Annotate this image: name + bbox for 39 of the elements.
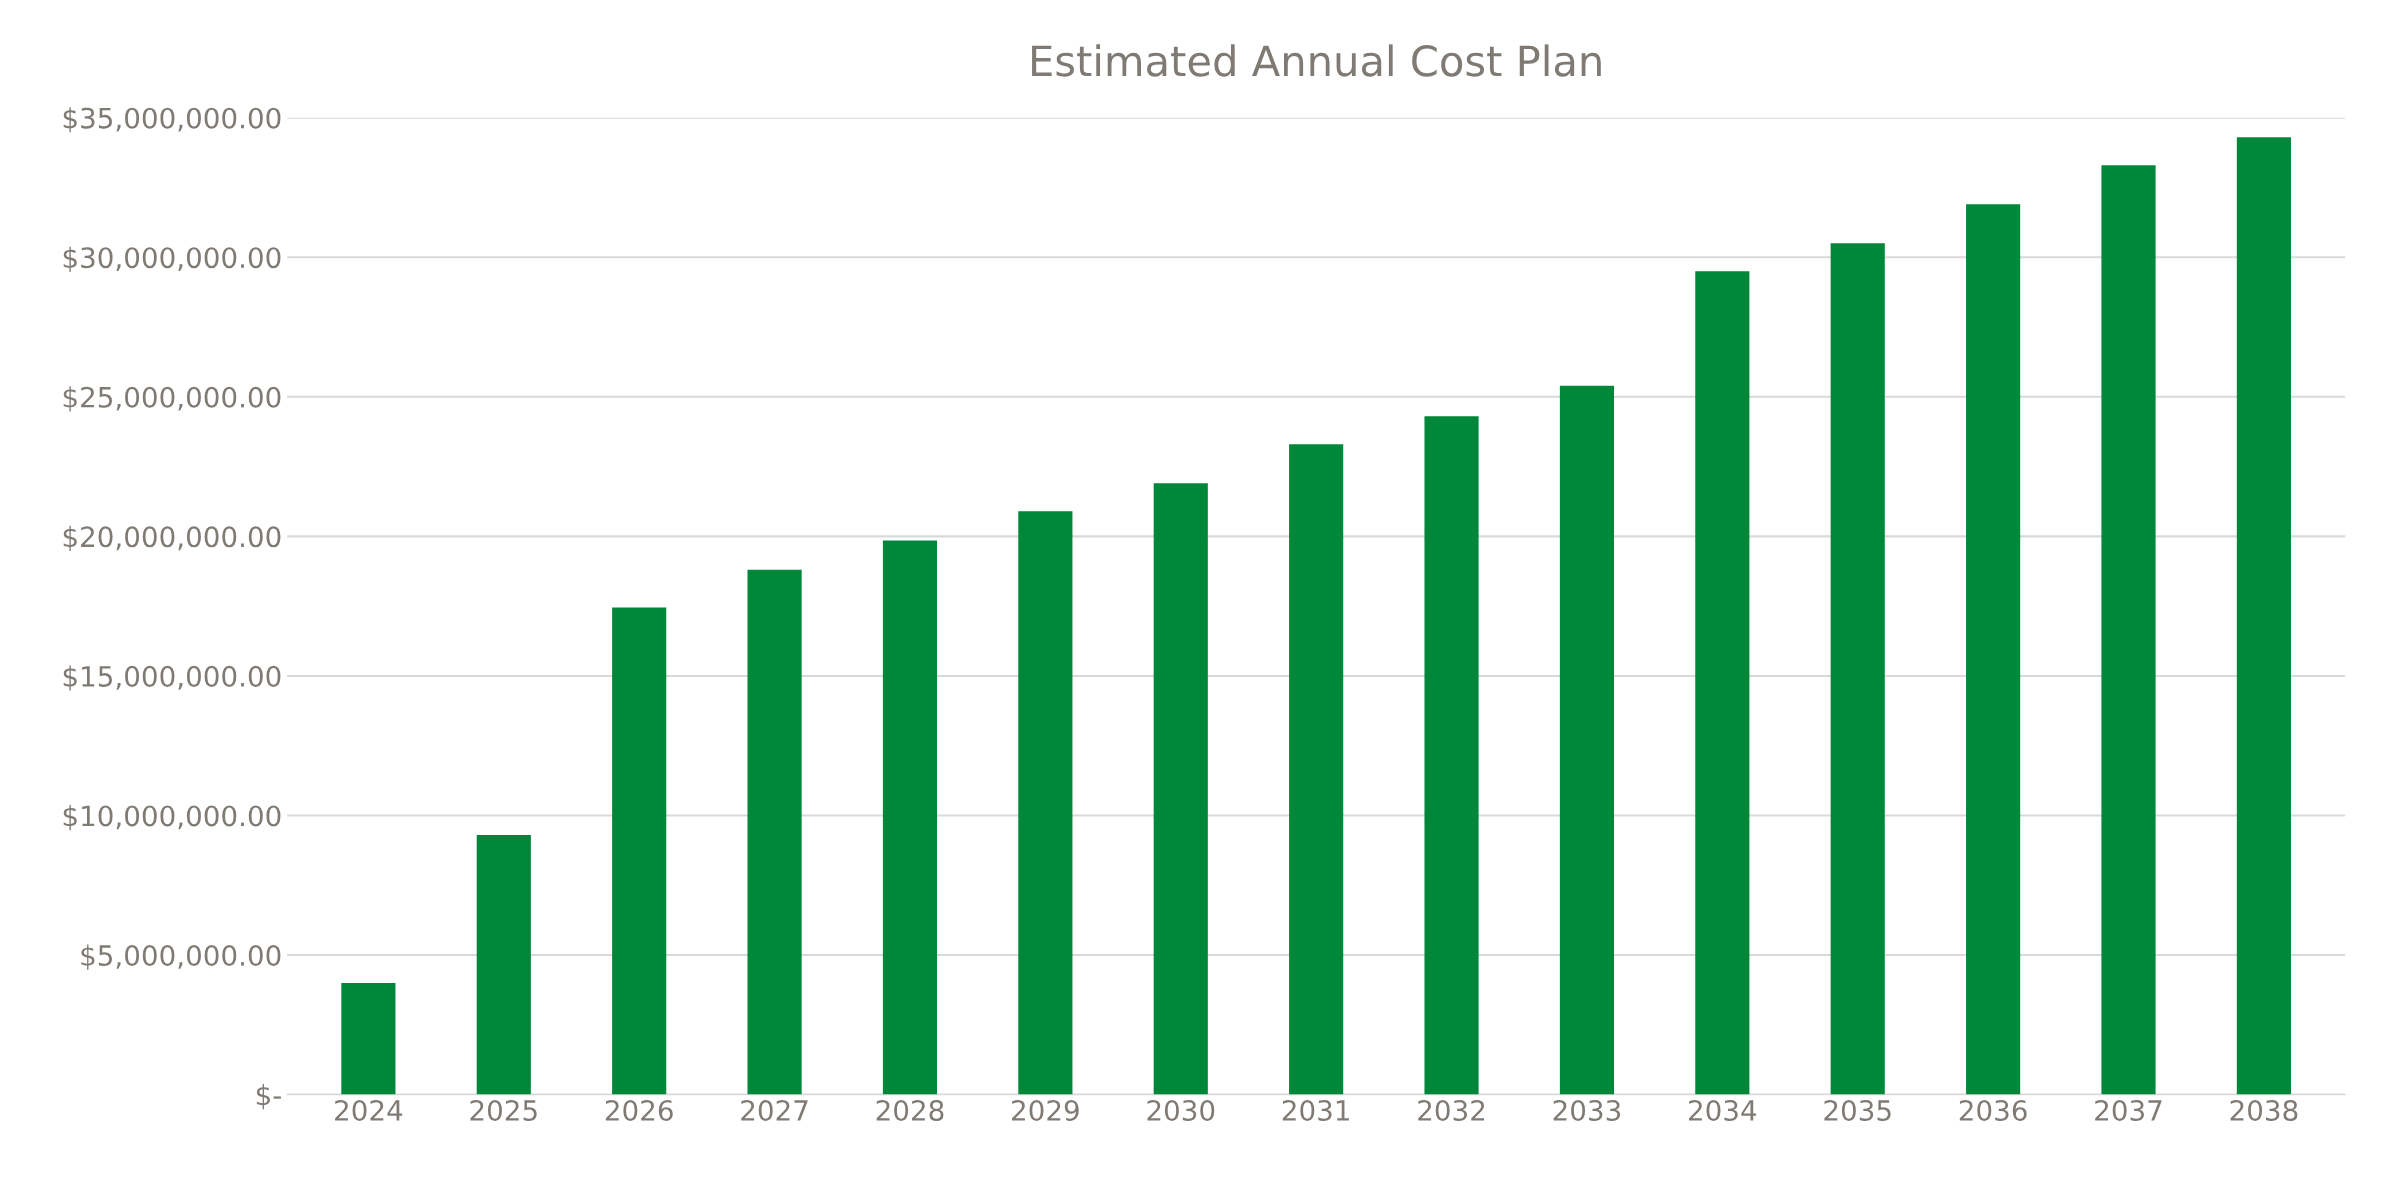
x-tick-label: 2035 — [1824, 1099, 1891, 1121]
x-tick-label: 2031 — [1282, 1099, 1349, 1121]
x-tick-label: 2027 — [741, 1099, 808, 1121]
x-tick-label: 2024 — [335, 1099, 403, 1121]
bar — [341, 982, 396, 1095]
bar — [612, 607, 667, 1095]
x-tick-label: 2036 — [1959, 1099, 2027, 1121]
x-tick-label: 2032 — [1418, 1099, 1485, 1121]
y-tick-label: $30,000,000.00 — [63, 246, 281, 272]
bar — [747, 569, 802, 1095]
x-tick-label: 2029 — [1012, 1099, 1079, 1121]
bar — [1966, 204, 2021, 1095]
bar — [1018, 511, 1073, 1095]
bar — [1695, 271, 1750, 1095]
x-tick-label: 2030 — [1147, 1099, 1215, 1121]
bar — [2101, 165, 2156, 1095]
y-tick-label: $5,000,000.00 — [81, 944, 281, 970]
y-tick-label: $35,000,000.00 — [63, 107, 281, 133]
bar — [1424, 416, 1479, 1095]
y-tick-label: $10,000,000.00 — [63, 804, 281, 831]
bar — [1559, 385, 1615, 1095]
chart-title: Estimated Annual Cost Plan — [1032, 44, 1601, 77]
bar — [882, 540, 938, 1095]
x-tick-label: 2037 — [2095, 1099, 2162, 1121]
bar — [1830, 243, 1885, 1095]
x-tick-label: 2025 — [470, 1099, 537, 1121]
x-tick-label: 2028 — [876, 1099, 944, 1121]
x-tick-label: 2034 — [1689, 1099, 1757, 1121]
bar — [2236, 137, 2291, 1095]
bar — [476, 835, 531, 1095]
y-tick-label: $25,000,000.00 — [63, 386, 281, 412]
x-tick-label: 2038 — [2230, 1099, 2298, 1121]
x-tick-label: 2033 — [1553, 1099, 1621, 1121]
y-tick-label: $20,000,000.00 — [63, 525, 281, 552]
y-tick-label: $- — [256, 1084, 281, 1110]
y-tick-label: $15,000,000.00 — [63, 665, 281, 691]
x-tick-label: 2026 — [605, 1099, 673, 1121]
bar — [1153, 483, 1208, 1095]
bar — [1289, 444, 1344, 1095]
